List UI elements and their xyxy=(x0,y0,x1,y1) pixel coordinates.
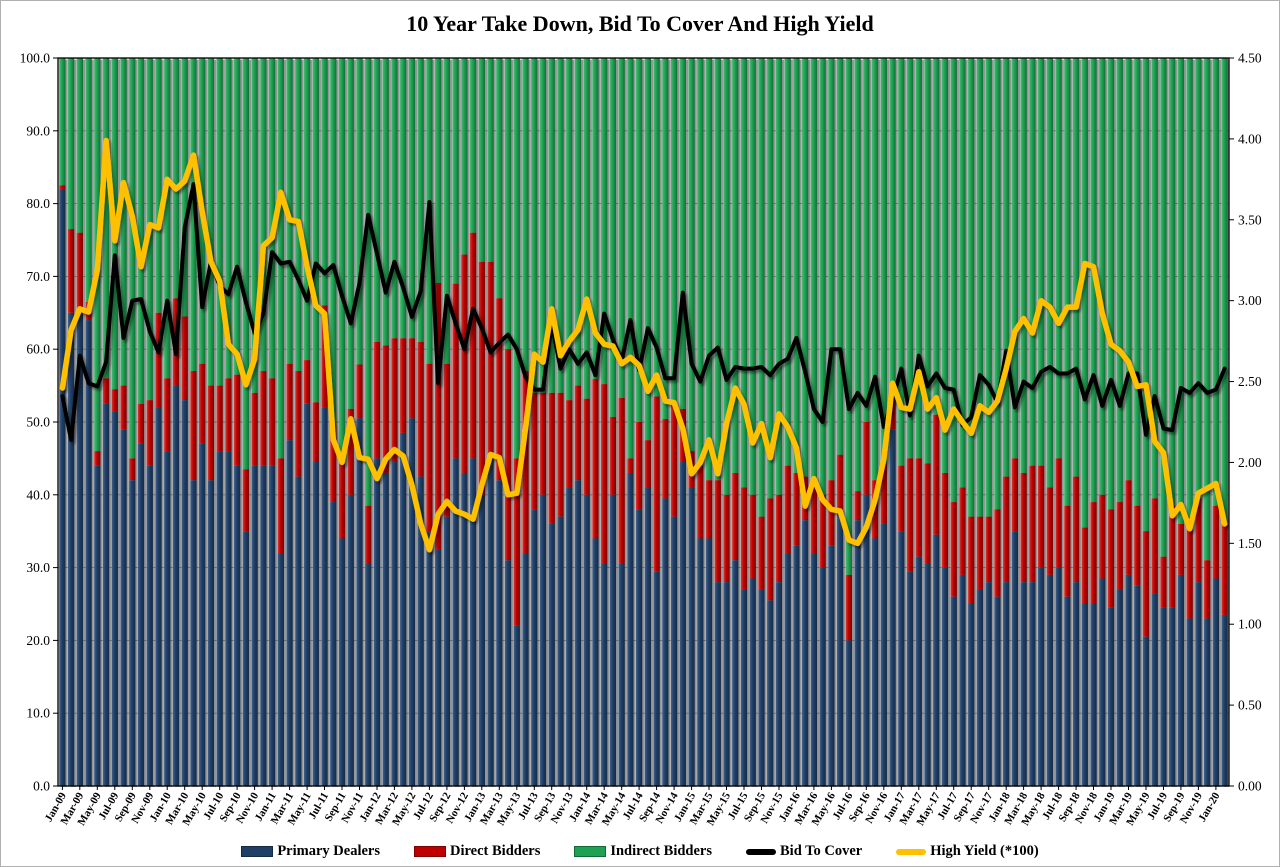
direct-bidders-swatch-icon xyxy=(414,846,446,857)
legend-label: Primary Dealers xyxy=(277,843,380,859)
svg-text:60.0: 60.0 xyxy=(26,342,50,357)
svg-text:4.50: 4.50 xyxy=(1238,51,1262,66)
legend-item-primary-dealers: Primary Dealers xyxy=(241,843,380,860)
svg-text:40.0: 40.0 xyxy=(26,487,50,502)
svg-text:0.50: 0.50 xyxy=(1238,698,1262,713)
legend-item-direct-bidders: Direct Bidders xyxy=(414,843,540,860)
svg-text:2.00: 2.00 xyxy=(1238,455,1262,470)
svg-text:4.00: 4.00 xyxy=(1238,131,1262,146)
legend-item-high-yield: High Yield (*100) xyxy=(896,843,1039,860)
high-yield-line xyxy=(59,137,1228,553)
svg-text:50.0: 50.0 xyxy=(26,415,50,430)
plot-area xyxy=(57,57,1230,787)
svg-text:80.0: 80.0 xyxy=(26,196,50,211)
y-axis-left: 100.0 90.0 80.0 70.0 60.0 50.0 40.0 30.0 20.0 10.… xyxy=(20,51,58,794)
svg-text:0.0: 0.0 xyxy=(33,779,50,794)
legend-label: Bid To Cover xyxy=(780,843,863,859)
svg-text:2.50: 2.50 xyxy=(1238,374,1262,389)
bid-to-cover-swatch-icon xyxy=(746,848,776,855)
legend-label: Indirect Bidders xyxy=(610,843,712,859)
svg-text:70.0: 70.0 xyxy=(26,269,50,284)
primary-dealers-swatch-icon xyxy=(241,846,274,857)
legend-label: Direct Bidders xyxy=(450,843,541,859)
svg-text:1.50: 1.50 xyxy=(1238,536,1262,551)
svg-text:30.0: 30.0 xyxy=(26,560,50,575)
svg-text:20.0: 20.0 xyxy=(26,633,50,648)
high-yield-swatch-icon xyxy=(896,848,927,855)
svg-text:90.0: 90.0 xyxy=(26,123,50,138)
y-axis-right: 4.50 4.00 3.50 3.00 2.50 2.00 1.50 1.00 0.50 0.00 xyxy=(1229,51,1262,794)
svg-text:1.00: 1.00 xyxy=(1238,617,1262,632)
svg-text:10.0: 10.0 xyxy=(26,706,50,721)
indirect-bidders-swatch-icon xyxy=(574,846,607,857)
svg-text:3.50: 3.50 xyxy=(1238,212,1262,227)
legend-label: High Yield (*100) xyxy=(930,843,1039,859)
svg-text:100.0: 100.0 xyxy=(20,51,51,66)
svg-text:3.00: 3.00 xyxy=(1238,293,1262,308)
chart-title: 10 Year Take Down, Bid To Cover And High… xyxy=(406,11,874,36)
chart-legend: Primary Dealers Direct Bidders Indirect … xyxy=(1,843,1279,860)
x-axis: Jan-09Mar-09May-09Jul-09Sep-09Nov-09Jan-… xyxy=(43,786,1223,828)
legend-item-bid-to-cover: Bid To Cover xyxy=(746,843,862,860)
svg-text:0.00: 0.00 xyxy=(1238,779,1262,794)
legend-item-indirect-bidders: Indirect Bidders xyxy=(574,843,712,860)
